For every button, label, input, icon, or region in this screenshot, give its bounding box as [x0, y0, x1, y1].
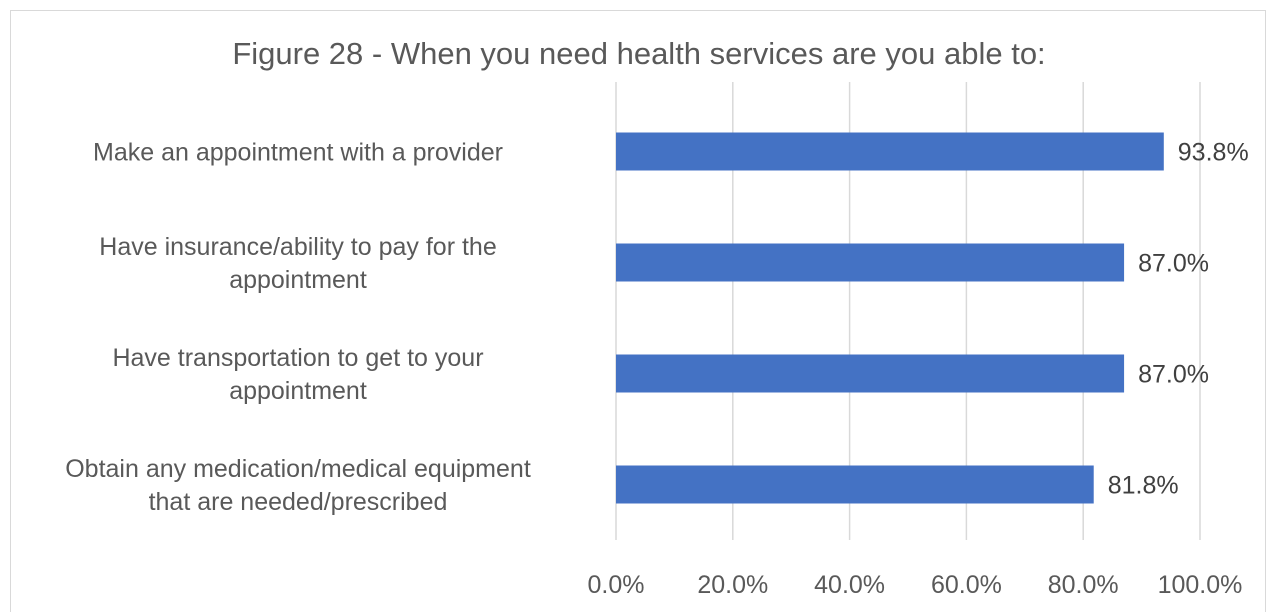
- chart-frame: [10, 10, 1266, 612]
- category-label-line: appointment: [229, 377, 367, 405]
- data-labels: 93.8% 87.0% 87.0% 81.8%: [1108, 139, 1249, 500]
- x-tick-label-0: 0.0%: [588, 571, 645, 599]
- category-label-line: Have insurance/ability to pay for the: [99, 233, 496, 261]
- data-label-0: 93.8%: [1178, 139, 1249, 167]
- category-label-line: Have transportation to get to your: [112, 344, 483, 372]
- bar-1: [616, 243, 1125, 282]
- data-label-3: 81.8%: [1108, 472, 1179, 500]
- bars: [616, 132, 1164, 504]
- data-label-1: 87.0%: [1138, 250, 1209, 278]
- x-tick-label-1: 20.0%: [697, 571, 768, 599]
- category-labels: Make an appointment with a provider Have …: [65, 139, 531, 517]
- category-label-0: Make an appointment with a provider: [93, 139, 503, 167]
- x-tick-label-4: 80.0%: [1048, 571, 1119, 599]
- category-label-line: Obtain any medication/medical equipment: [65, 455, 531, 483]
- data-label-2: 87.0%: [1138, 361, 1209, 389]
- bar-2: [616, 354, 1125, 393]
- category-label-line: Make an appointment with a provider: [93, 139, 503, 167]
- bar-3: [616, 465, 1094, 504]
- bar-0: [616, 132, 1164, 171]
- x-axis-tick-labels: 0.0% 20.0% 40.0% 60.0% 80.0% 100.0%: [588, 571, 1243, 599]
- category-label-2: Have transportation to get to your appoin…: [112, 344, 483, 405]
- chart-title: Figure 28 - When you need health service…: [232, 36, 1046, 71]
- category-label-3: Obtain any medication/medical equipment t…: [65, 455, 531, 516]
- category-label-line: appointment: [229, 266, 367, 294]
- x-tick-label-3: 60.0%: [931, 571, 1002, 599]
- category-label-line: that are needed/prescribed: [149, 488, 448, 516]
- category-label-1: Have insurance/ability to pay for the app…: [99, 233, 496, 294]
- x-tick-label-5: 100.0%: [1158, 571, 1243, 599]
- x-tick-label-2: 40.0%: [814, 571, 885, 599]
